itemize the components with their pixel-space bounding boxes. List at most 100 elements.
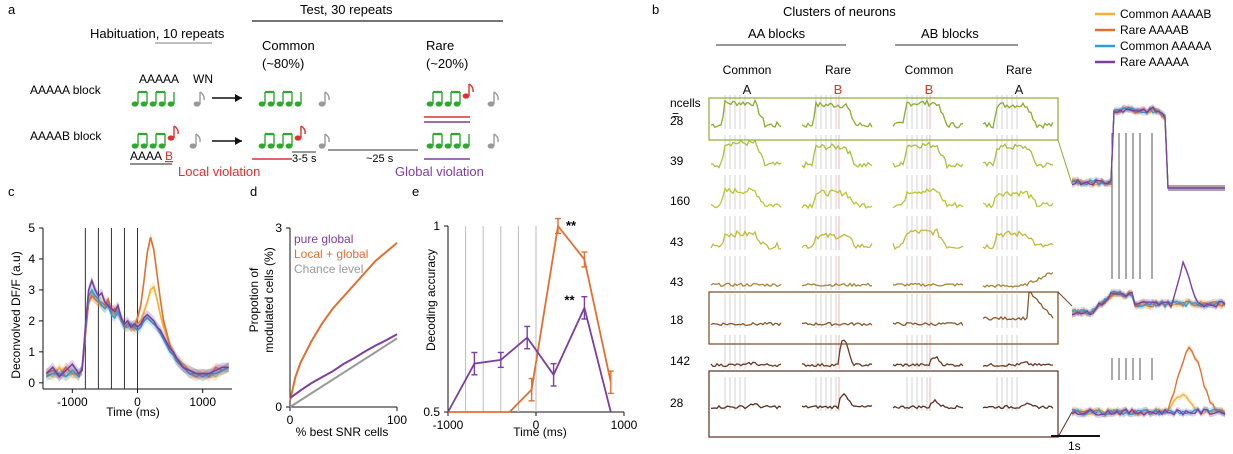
common-label: Common	[262, 38, 315, 53]
aaaaa-seq-label: AAAAA	[139, 72, 179, 86]
cluster-trace-r6-c3	[982, 361, 1054, 367]
cluster-trace-r2-c2	[892, 187, 964, 209]
ncells-label: ncells	[670, 96, 701, 110]
e-xtick-label-0: -1000	[433, 418, 464, 432]
e-xtick-label-1: 0	[533, 418, 540, 432]
zoom-trace-0-0	[1071, 106, 1225, 189]
panel-d-ylabel-1: Propotion of	[247, 267, 261, 332]
ncells-3: 43	[670, 235, 684, 249]
e-series-1	[447, 305, 612, 413]
panel-d-xlabel: % best SNR cells	[296, 425, 389, 439]
c-ytick-label-0: 0	[28, 376, 35, 390]
note-rare-b	[462, 83, 474, 99]
c-band-3	[46, 275, 229, 382]
zoom-line-3	[1057, 411, 1073, 438]
note-head	[258, 143, 266, 149]
note-head	[453, 101, 461, 107]
c-xtick-label-2: 1000	[189, 395, 216, 409]
d-xtick-label-0: 0	[287, 413, 294, 427]
ncells-7: 28	[670, 396, 684, 410]
zoom-trace-3-2	[1071, 407, 1226, 416]
c-ytick-label-5: 5	[28, 221, 35, 235]
c-ytick-label-1: 1	[28, 345, 35, 359]
cluster-trace-r6-c2	[892, 355, 964, 368]
cluster-trace-r5-c3	[982, 291, 1054, 321]
cluster-trace-r1-c3	[982, 143, 1053, 169]
ncells-eq: =	[672, 108, 679, 122]
cluster-trace-r1-c1	[801, 143, 873, 169]
d-ytick-label-1: 3	[275, 221, 282, 235]
notes-aaaaa-habituation	[131, 83, 499, 149]
c-xtick-label-1: 0	[134, 395, 141, 409]
note-head	[487, 143, 495, 149]
col-letter-3: A	[1015, 82, 1024, 97]
panel-c-xlabel: Time (ms)	[106, 405, 160, 419]
cluster-trace-r7-c2	[892, 398, 964, 410]
zoom-trace-1-2	[1071, 346, 1226, 416]
legend-label-3: Rare AAAAA	[1120, 55, 1189, 69]
panel-c: c Deconvolved DF/F (a.u) Time (ms) 0 1 2 3 4…	[8, 184, 232, 419]
notes-rare-aaaa	[426, 90, 461, 107]
note-head	[285, 143, 293, 149]
notes-common-aaaa	[258, 132, 293, 149]
d-series-2	[289, 333, 398, 399]
e-ytick-label-1: 1	[433, 219, 440, 233]
note-head	[285, 101, 293, 107]
habituation-label: Habituation, 10 repeats	[90, 26, 225, 41]
ncells-5: 18	[670, 313, 684, 327]
cluster-trace-r7-c1	[801, 392, 873, 410]
cluster-trace-r3-c1	[801, 232, 873, 250]
note-head	[444, 101, 452, 107]
zoom-band-1-2	[1072, 344, 1225, 418]
note-flag	[195, 133, 201, 143]
arrowhead-row1	[235, 94, 242, 102]
note-white-noise	[487, 91, 499, 107]
note-flag	[493, 91, 499, 101]
note-head	[426, 143, 434, 149]
ncells-1: 39	[670, 154, 684, 168]
cluster-box-1	[708, 97, 1059, 141]
note-head	[462, 93, 470, 99]
cluster-trace-r3-c3	[982, 230, 1054, 250]
cluster-trace-r0-c0	[710, 98, 782, 129]
d-ytick-label-0: 0	[275, 400, 282, 414]
zoom-line-2	[1057, 291, 1073, 307]
note-head	[435, 101, 443, 107]
panel-d: d Propotion of modulated cells (%) % bes…	[247, 184, 407, 439]
common-pct: (~80%)	[262, 56, 304, 71]
notes-aaaaa-hab	[131, 90, 175, 107]
legend-label-0: Common AAAAB	[1120, 7, 1211, 21]
note-flag	[199, 91, 205, 101]
c-ytick-label-3: 3	[28, 283, 35, 297]
e-ytick-label-0: 0.5	[423, 405, 440, 419]
note-head	[131, 143, 139, 149]
local-violation-label: Local violation	[178, 164, 260, 179]
cluster-trace-r4-c0	[710, 282, 782, 288]
note-head	[267, 101, 275, 107]
note-common-b	[294, 125, 306, 141]
c-ytick-label-2: 2	[28, 314, 35, 328]
note-flag	[173, 125, 179, 135]
cluster-trace-r0-c2	[892, 98, 963, 129]
e-sig-2: **	[564, 292, 575, 307]
panel-c-ylabel: Deconvolved DF/F (a.u)	[9, 251, 23, 378]
c-band-2	[46, 285, 229, 382]
panel-d-ylabel-2: modulated cells (%)	[262, 247, 276, 352]
note-head	[435, 143, 443, 149]
note-head	[149, 101, 157, 107]
note-head	[189, 143, 197, 149]
zoom-band-3-1	[1072, 259, 1225, 318]
d-series-1	[289, 242, 398, 402]
panel-e-label: e	[412, 184, 419, 199]
b-letter: B	[165, 149, 173, 163]
wn-label: WN	[193, 72, 213, 86]
d-legend-0: pure global	[294, 232, 353, 246]
panel-c-label: c	[8, 184, 15, 199]
c-band-1	[46, 232, 229, 382]
note-head	[487, 101, 495, 107]
legend-label-1: Rare AAAAB	[1120, 23, 1189, 37]
panel-e-plot: 0.5 1 -1000 0 1000 ** **	[423, 217, 638, 432]
col-letter-1: B	[834, 82, 843, 97]
panel-b-cluster-grid: 28 39 160 43 43 18 142 28	[670, 95, 1054, 411]
